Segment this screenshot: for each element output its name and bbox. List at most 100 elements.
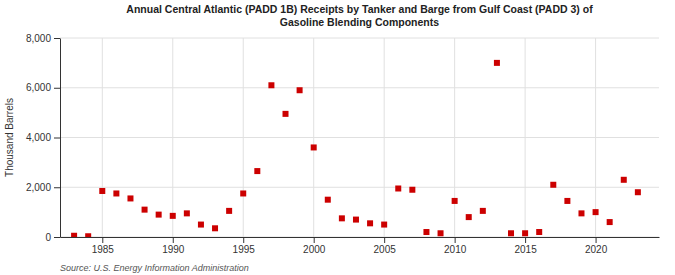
point <box>494 60 500 66</box>
point <box>142 207 148 213</box>
x-tick-label: 2015 <box>514 244 537 255</box>
point <box>339 215 345 221</box>
point <box>240 190 246 196</box>
point <box>353 217 359 223</box>
grid-line-y <box>60 38 659 39</box>
y-tick-label: 4,000 <box>26 132 51 143</box>
grid-line-x <box>172 38 173 237</box>
point <box>127 195 133 201</box>
point <box>522 230 528 236</box>
point <box>409 187 415 193</box>
grid-line-x <box>243 38 244 237</box>
grid-line-y <box>60 137 659 138</box>
y-tick-mark <box>54 138 60 139</box>
point <box>621 177 627 183</box>
x-tick-label: 1990 <box>162 244 185 255</box>
grid-line-x <box>595 38 596 237</box>
point <box>367 220 373 226</box>
y-axis: 0 2,000 4,000 6,000 8,000 <box>26 33 61 243</box>
x-tick: 1995 <box>233 237 256 255</box>
grid-line-y <box>60 237 659 238</box>
y-tick-label: 8,000 <box>26 33 51 44</box>
point <box>466 214 472 220</box>
point <box>536 229 542 235</box>
point <box>156 212 162 218</box>
grid-line-y <box>60 187 659 188</box>
grid <box>60 38 659 237</box>
x-tick-label: 2000 <box>303 244 326 255</box>
grid-line-x <box>102 38 103 237</box>
x-tick-mark <box>102 237 103 243</box>
x-tick: 1990 <box>162 237 185 255</box>
y-tick: 8,000 <box>26 33 60 44</box>
point <box>268 82 274 88</box>
point <box>85 233 91 237</box>
y-tick-mark <box>54 237 60 238</box>
x-tick: 1985 <box>92 237 115 255</box>
point <box>297 87 303 93</box>
point <box>508 230 514 236</box>
point <box>113 190 119 196</box>
point <box>578 210 584 216</box>
x-tick-label: 2005 <box>374 244 397 255</box>
y-tick: 6,000 <box>26 82 60 93</box>
grid-line-x <box>384 38 385 237</box>
title: Annual Central Atlantic (PADD 1B) Receip… <box>126 3 593 28</box>
point <box>452 198 458 204</box>
point <box>593 209 599 215</box>
y-tick-label: 0 <box>45 232 51 243</box>
point <box>99 188 105 194</box>
y-tick-mark <box>54 88 60 89</box>
point <box>550 182 556 188</box>
point <box>212 225 218 231</box>
point <box>71 233 77 237</box>
source-note: Source: U.S. Energy Information Administ… <box>60 263 249 273</box>
x-tick-mark <box>525 237 526 243</box>
grid-line-x <box>525 38 526 237</box>
x-tick-label: 1995 <box>233 244 256 255</box>
grid-line-x <box>313 38 314 237</box>
x-tick-mark <box>243 237 244 243</box>
x-tick-mark <box>314 237 315 243</box>
point <box>226 208 232 214</box>
x-tick-mark <box>596 237 597 243</box>
x-tick: 2000 <box>303 237 326 255</box>
point <box>607 219 613 225</box>
grid-line-y <box>60 87 659 88</box>
x-tick-label: 2020 <box>585 244 608 255</box>
point <box>381 222 387 228</box>
y-tick: 2,000 <box>26 182 60 193</box>
point <box>325 197 331 203</box>
y-axis-label: Thousand Barrels <box>4 98 15 177</box>
point <box>395 185 401 191</box>
points <box>71 60 641 237</box>
chart: 1985 1990 1995 2000 2005 2010 2015 2020 0 2,000 4,… <box>0 0 675 275</box>
y-tick: 0 <box>45 232 60 243</box>
point <box>283 111 289 117</box>
x-tick: 2005 <box>374 237 397 255</box>
x-axis: 1985 1990 1995 2000 2005 2010 2015 2020 <box>61 237 660 255</box>
point <box>198 222 204 228</box>
grid-line-x <box>454 38 455 237</box>
point <box>311 144 317 150</box>
x-tick-label: 2010 <box>444 244 467 255</box>
x-axis-line <box>61 237 660 238</box>
y-tick-mark <box>54 38 60 39</box>
y-tick-label: 2,000 <box>26 182 51 193</box>
x-tick-mark <box>384 237 385 243</box>
point <box>254 168 260 174</box>
point <box>170 213 176 219</box>
point <box>564 198 570 204</box>
x-tick-label: 1985 <box>92 244 115 255</box>
point <box>423 229 429 235</box>
x-tick: 2015 <box>514 237 537 255</box>
x-tick: 2010 <box>444 237 467 255</box>
x-tick-mark <box>173 237 174 243</box>
y-axis-line <box>60 39 61 238</box>
x-tick-mark <box>455 237 456 243</box>
point <box>438 230 444 236</box>
point <box>480 208 486 214</box>
point <box>635 189 641 195</box>
y-tick-mark <box>54 187 60 188</box>
x-tick: 2020 <box>585 237 608 255</box>
